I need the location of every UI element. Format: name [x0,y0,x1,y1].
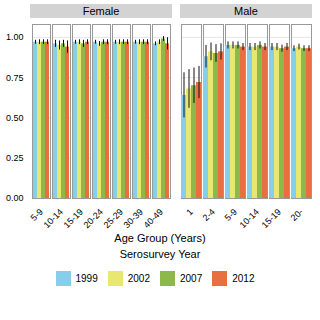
svg-text:15-19: 15-19 [260,207,283,230]
html-text:1999: 1999 [75,273,98,284]
svg-text:15-19: 15-19 [62,207,85,230]
html-text:2012: 2012 [232,273,255,284]
svg-text:10-14: 10-14 [42,207,65,230]
svg-text:5-9: 5-9 [223,207,239,223]
html-text:2007: 2007 [180,273,203,284]
html-text:Serosurvey Year: Serosurvey Year [119,248,201,260]
html-text:2002: 2002 [127,273,150,284]
svg-text:0.75: 0.75 [6,73,24,83]
svg-text:0.25: 0.25 [6,153,24,163]
svg-text:1: 1 [184,207,195,218]
svg-text:2-4: 2-4 [201,207,217,223]
svg-text:40-49: 40-49 [142,207,165,230]
svg-text:10-14: 10-14 [238,207,261,230]
svg-text:30-39: 30-39 [122,207,145,230]
svg-text:5-9: 5-9 [29,207,45,223]
html-text:Age Group (Years): Age Group (Years) [114,232,206,244]
svg-text:1.00: 1.00 [6,32,24,42]
svg-text:0.50: 0.50 [6,113,24,123]
svg-text:0.00: 0.00 [6,193,24,203]
html-text:Male: Male [234,5,258,17]
svg-text:20-: 20- [289,207,305,223]
svg-text:25-29: 25-29 [102,207,125,230]
svg-text:20-24: 20-24 [82,207,105,230]
html-text:Female: Female [82,5,120,17]
